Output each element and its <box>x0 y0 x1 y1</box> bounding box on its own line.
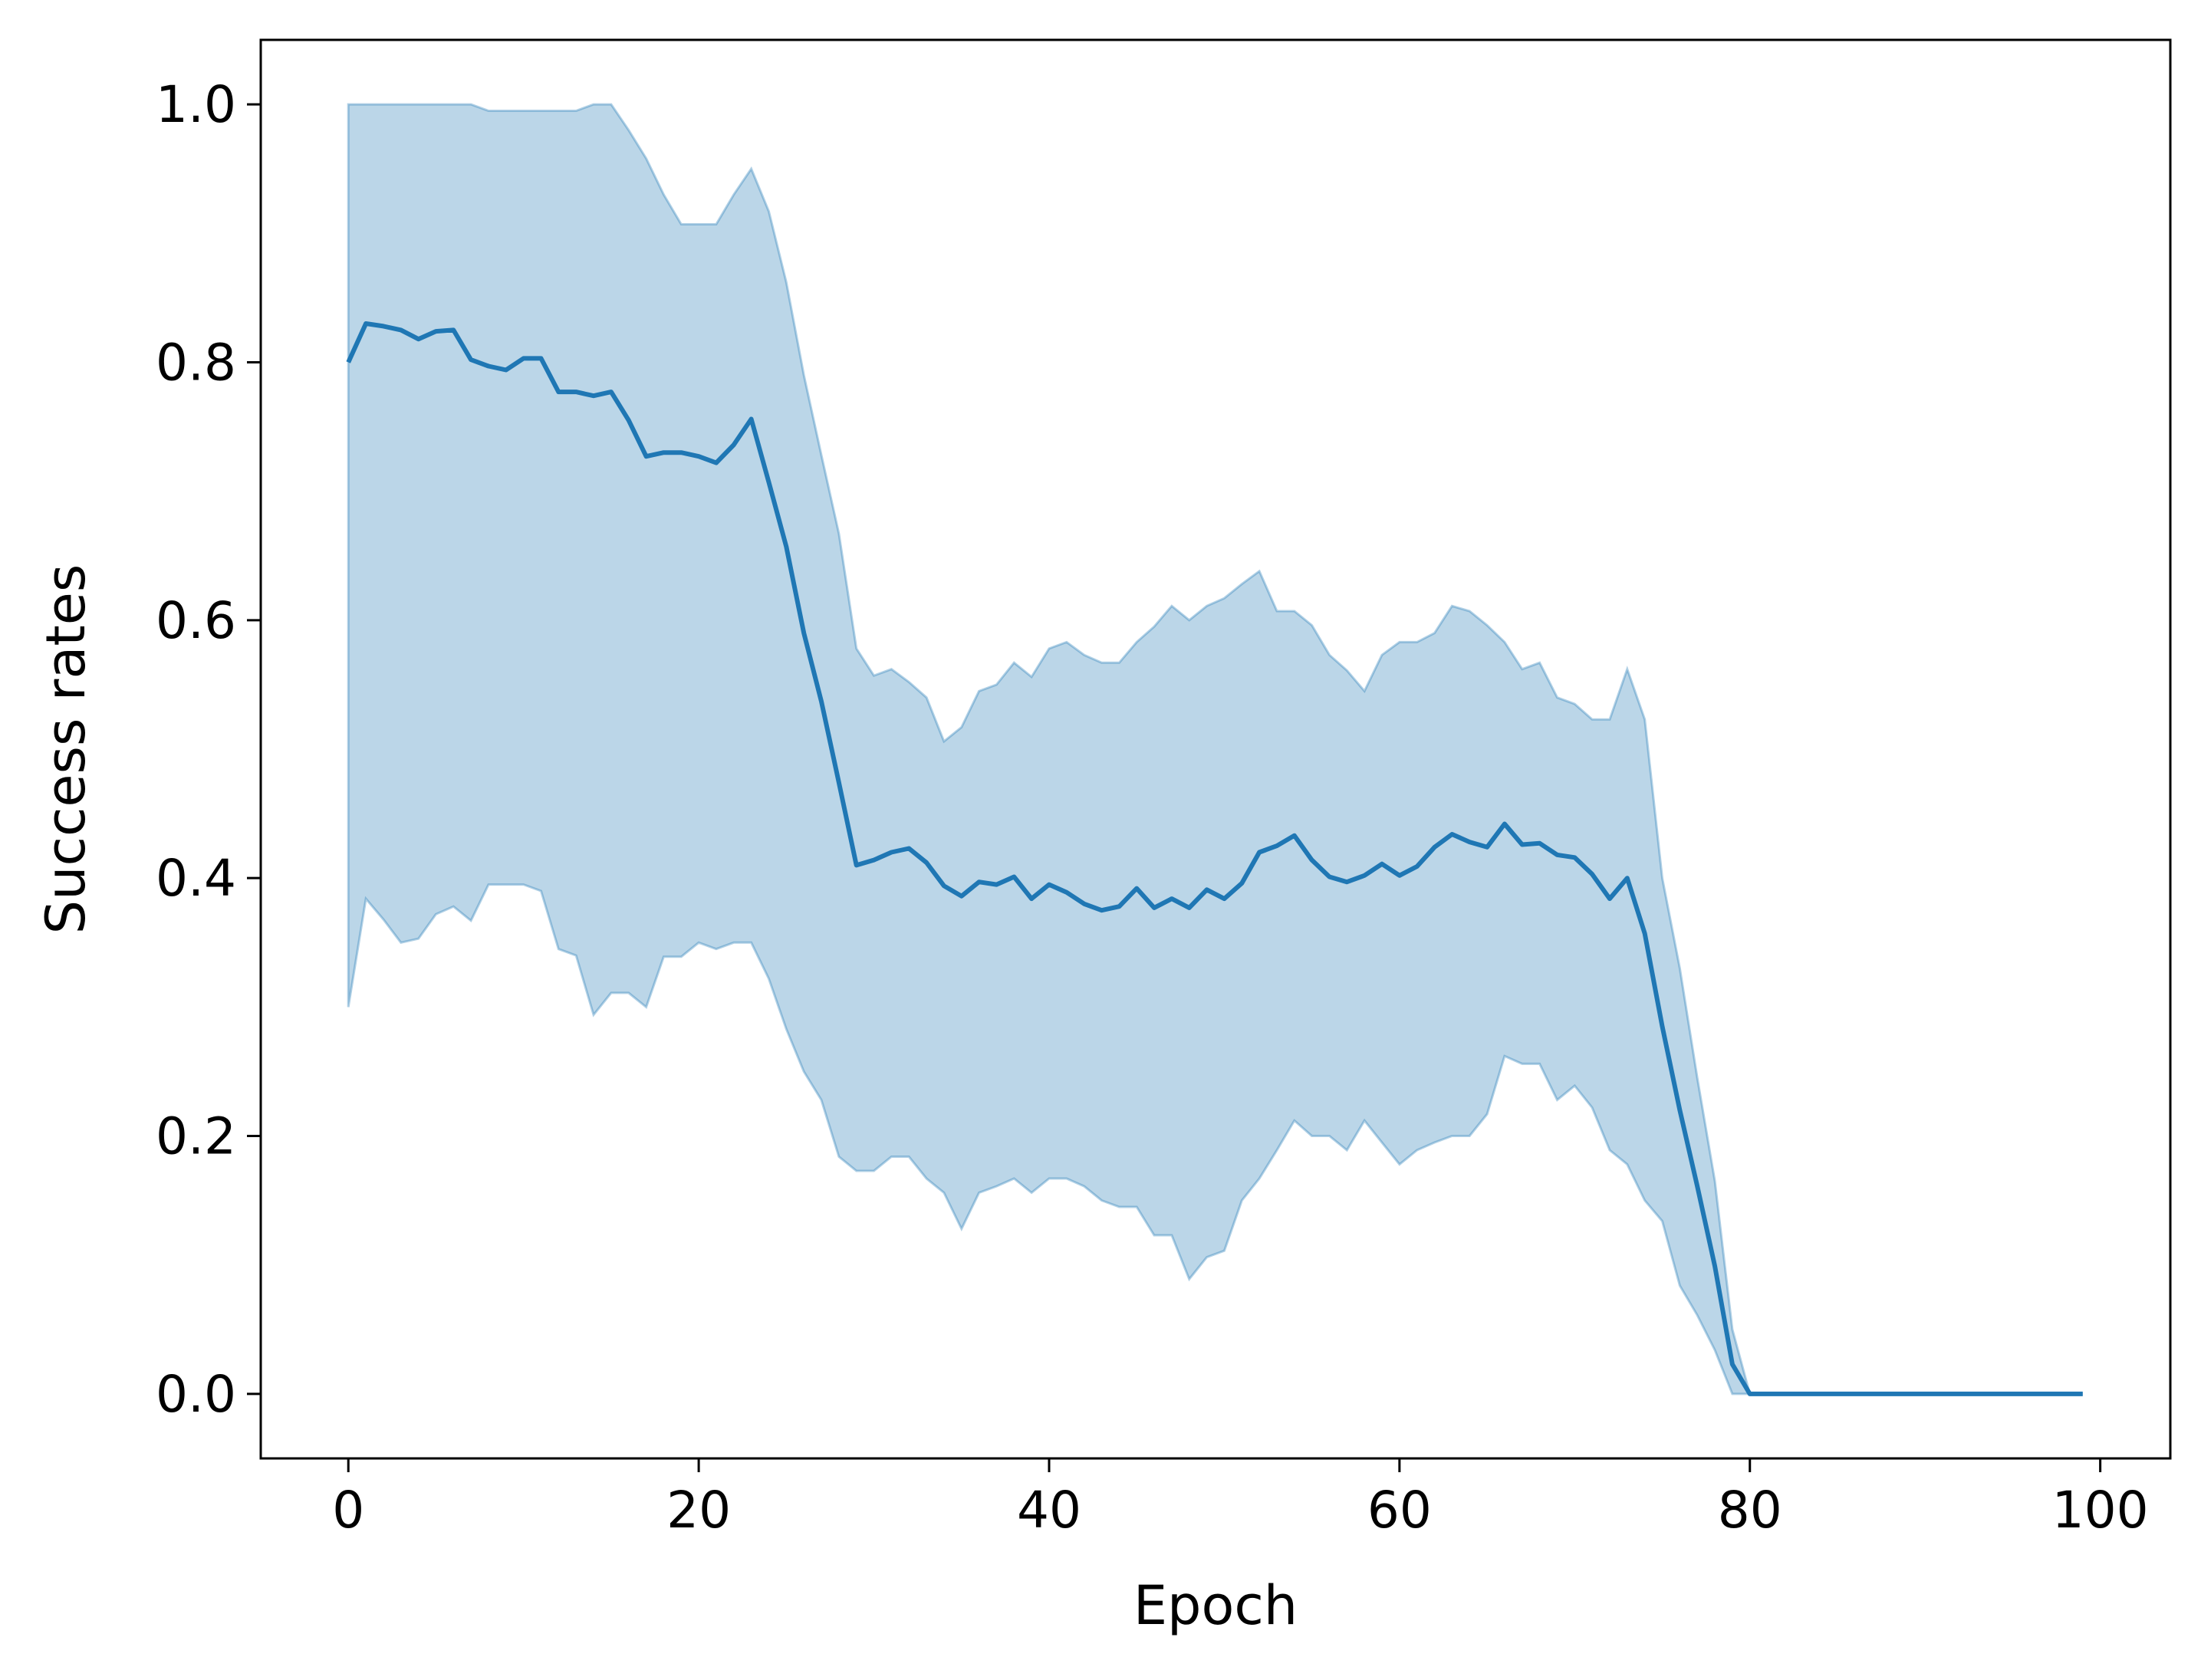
x-tick-label: 20 <box>666 1481 731 1540</box>
y-axis-ticks: 0.0 0.2 0.4 0.6 0.8 1.0 <box>156 75 261 1424</box>
y-axis-label: Success rates <box>35 564 97 935</box>
plot-area <box>346 103 2083 1396</box>
y-tick-label: 0.4 <box>156 849 236 908</box>
axes-frame <box>259 38 2172 1460</box>
x-tick-label: 60 <box>1367 1481 1432 1540</box>
y-tick-label: 0.0 <box>156 1365 236 1424</box>
series-line <box>346 321 2083 1396</box>
y-tick-label: 0.8 <box>156 333 236 392</box>
y-tick-label: 1.0 <box>156 75 236 134</box>
x-tick-label: 0 <box>332 1481 364 1540</box>
y-tick-label: 0.6 <box>156 591 236 650</box>
x-axis-ticks: 0 20 40 60 80 100 <box>332 1458 2149 1540</box>
x-tick-label: 100 <box>2052 1481 2149 1540</box>
y-tick-label: 0.2 <box>156 1107 236 1166</box>
x-axis-label: Epoch <box>1133 1574 1298 1637</box>
x-tick-label: 40 <box>1017 1481 1081 1540</box>
x-tick-label: 80 <box>1718 1481 1782 1540</box>
